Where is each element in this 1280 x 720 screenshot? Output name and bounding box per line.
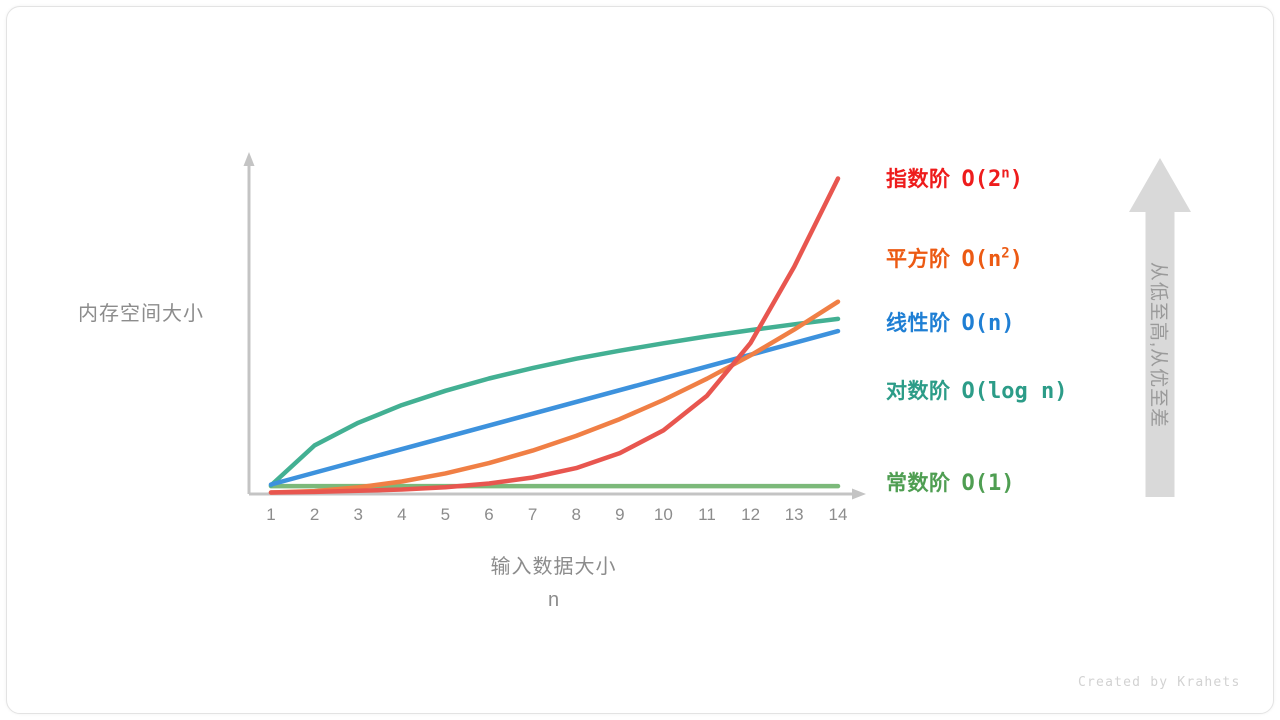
legend-notation-head: O(n — [961, 247, 1002, 272]
x-tick-3: 3 — [353, 505, 363, 524]
x-axis-label: 输入数据大小 — [490, 556, 617, 578]
x-axis-arrowhead — [852, 488, 866, 500]
axes-group — [243, 152, 866, 500]
curve-quadratic — [268, 299, 841, 495]
legend-label-constant: 常数阶 — [886, 472, 951, 495]
legend-notation-tail: ) — [1009, 167, 1023, 192]
legend-notation-exponent: n — [1001, 165, 1010, 182]
x-tick-1: 1 — [266, 505, 276, 524]
y-axis-arrowhead — [243, 152, 255, 166]
x-tick-9: 9 — [615, 505, 625, 524]
x-tick-8: 8 — [571, 505, 581, 524]
figure-card — [6, 6, 1274, 714]
curves-group — [268, 176, 841, 495]
legend-label-logarithmic: 对数阶 — [886, 380, 951, 403]
curve-logarithmic — [268, 316, 841, 488]
curve-exponential — [268, 176, 841, 495]
legend-item-constant: 常数阶 O(1) — [886, 467, 1014, 497]
x-tick-13: 13 — [784, 505, 804, 524]
legend-item-logarithmic: 对数阶 O(log n) — [886, 375, 1067, 405]
progression-arrow — [1129, 158, 1191, 497]
x-tick-14: 14 — [828, 505, 848, 524]
legend-notation-quadratic: O(n2) — [961, 245, 1023, 272]
progression-arrow-label: 从低至高,从优至差 — [1147, 261, 1169, 429]
x-tick-2: 2 — [309, 505, 320, 524]
legend-item-quadratic: 平方阶 O(n2) — [886, 243, 1023, 273]
legend-notation-head: O(2 — [961, 167, 1002, 192]
x-tick-10: 10 — [653, 505, 673, 524]
legend-notation-tail: ) — [1009, 247, 1023, 272]
legend-label-exponential: 指数阶 — [886, 168, 951, 191]
legend-item-linear: 线性阶 O(n) — [886, 307, 1014, 337]
progression-arrow-group — [1129, 158, 1191, 497]
legend-label-quadratic: 平方阶 — [886, 248, 951, 271]
legend-notation-exponential: O(2n) — [961, 165, 1023, 192]
legend-item-exponential: 指数阶 O(2n) — [886, 163, 1023, 193]
x-tick-6: 6 — [484, 505, 494, 524]
x-tick-12: 12 — [741, 505, 761, 524]
legend-notation-constant: O(1) — [961, 471, 1015, 496]
y-axis-label: 内存空间大小 — [78, 303, 204, 325]
x-axis-label-variable: n — [547, 589, 560, 611]
x-tick-7: 7 — [527, 505, 538, 524]
x-tick-11: 11 — [698, 505, 716, 524]
x-tick-5: 5 — [440, 505, 451, 524]
credit-watermark: Created by Krahets — [1078, 675, 1241, 690]
legend-notation-exponent: 2 — [1001, 245, 1010, 262]
legend-label-linear: 线性阶 — [886, 312, 951, 335]
x-tick-4: 4 — [397, 505, 407, 524]
legend-notation-logarithmic: O(log n) — [961, 379, 1068, 404]
legend-notation-linear: O(n) — [961, 311, 1015, 336]
